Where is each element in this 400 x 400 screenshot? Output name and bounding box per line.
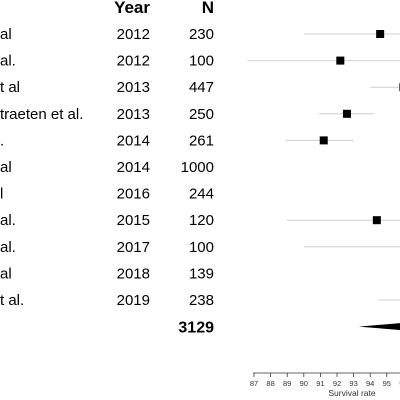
tick-label: 87 (250, 379, 258, 388)
total-row: 3129 (178, 320, 400, 337)
study-row: . 2014 261 (0, 132, 354, 149)
study-n: 139 (189, 265, 214, 282)
study-year: 2019 (117, 292, 150, 309)
study-label: t al (0, 79, 20, 96)
study-row: al 2014 1000 (0, 159, 214, 176)
study-year: 2017 (117, 239, 150, 256)
study-row: al. 2017 100 (0, 239, 400, 256)
study-n: 100 (189, 53, 214, 70)
study-label: t al. (0, 292, 24, 309)
year-header: Year (114, 0, 150, 17)
tick-label: 94 (366, 379, 374, 388)
tick-label: 92 (333, 379, 341, 388)
study-row: t al. 2019 238 (0, 292, 400, 309)
study-row: t al 2013 447 (0, 79, 400, 96)
tick-label: 95 (383, 379, 391, 388)
study-label: l (0, 186, 3, 203)
tick-label: 89 (283, 379, 291, 388)
study-n: 238 (189, 292, 214, 309)
study-row: al. 2012 100 (0, 53, 400, 70)
study-row: l 2016 244 (0, 186, 214, 203)
tick-label: 90 (300, 379, 308, 388)
study-n: 244 (189, 186, 214, 203)
study-label: al. (0, 212, 16, 229)
study-rows: al 2012 230 al. 2012 100 t al 2013 447 traeten et… (0, 26, 400, 309)
pooled-diamond (358, 323, 400, 331)
study-year: 2015 (117, 212, 150, 229)
tick-label: 93 (349, 379, 357, 388)
study-n: 250 (189, 106, 214, 123)
study-year: 2018 (117, 265, 150, 282)
estimate-marker (376, 30, 385, 38)
estimate-marker (319, 136, 328, 145)
x-axis-label: Survival rate (328, 388, 376, 398)
study-n: 1000 (181, 159, 214, 176)
study-label: al. (0, 53, 16, 70)
tick-label: 88 (266, 379, 274, 388)
study-label: traeten et al. (0, 106, 83, 123)
study-n: 261 (189, 132, 214, 149)
study-n: 230 (189, 26, 214, 43)
total-n: 3129 (178, 320, 214, 337)
estimate-marker (336, 56, 345, 65)
estimate-marker (342, 109, 351, 118)
study-year: 2016 (117, 186, 150, 203)
study-year: 2014 (117, 132, 150, 149)
study-row: al. 2015 120 (0, 212, 400, 229)
tick-label: 91 (316, 379, 324, 388)
study-row: al 2012 230 (0, 26, 400, 43)
study-n: 447 (189, 79, 214, 96)
study-year: 2013 (117, 79, 150, 96)
study-row: al 2018 139 (0, 265, 214, 282)
study-label: al (0, 159, 12, 176)
x-axis: 87888990919293949596Survival rate (250, 372, 400, 398)
study-label: . (0, 132, 4, 149)
study-n: 100 (189, 239, 214, 256)
study-label: al (0, 26, 12, 43)
estimate-marker (372, 216, 381, 225)
study-year: 2014 (117, 159, 150, 176)
study-year: 2012 (117, 53, 150, 70)
study-label: al. (0, 239, 16, 256)
n-header: N (202, 0, 214, 17)
study-year: 2012 (117, 26, 150, 43)
study-n: 120 (189, 212, 214, 229)
study-row: traeten et al. 2013 250 (0, 106, 374, 123)
study-year: 2013 (117, 106, 150, 123)
study-label: al (0, 265, 12, 282)
